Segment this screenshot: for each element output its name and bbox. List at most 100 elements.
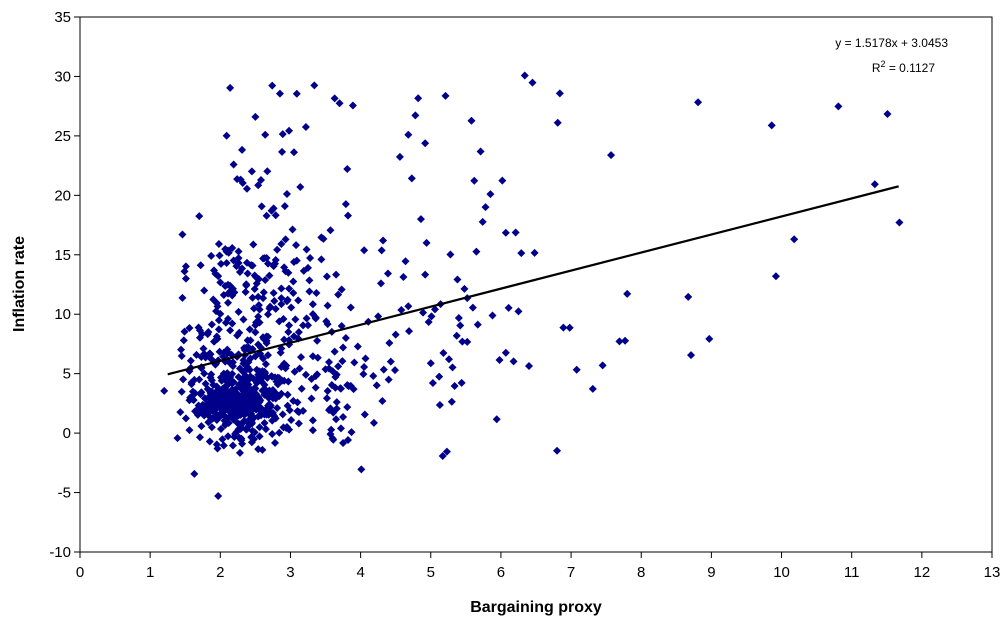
data-point <box>278 410 287 419</box>
data-point <box>359 370 368 379</box>
data-point <box>212 332 221 341</box>
data-point <box>264 351 273 360</box>
data-point <box>297 384 306 393</box>
data-point <box>239 315 248 324</box>
data-point <box>308 310 317 319</box>
data-point <box>207 251 216 260</box>
data-point <box>504 303 513 312</box>
data-point <box>486 190 495 199</box>
data-point <box>216 391 225 400</box>
data-point <box>295 364 304 373</box>
data-point <box>767 121 776 130</box>
data-point <box>442 447 451 456</box>
data-point <box>421 139 430 148</box>
data-point <box>271 414 280 423</box>
data-point <box>207 320 216 329</box>
data-point <box>262 336 271 345</box>
data-point <box>311 383 320 392</box>
data-point <box>458 337 467 346</box>
data-point <box>249 304 258 313</box>
data-point <box>353 342 362 351</box>
data-point <box>272 377 281 386</box>
data-point <box>343 403 352 412</box>
data-point <box>322 272 331 281</box>
data-point <box>332 398 341 407</box>
data-point <box>190 375 199 384</box>
data-point <box>377 246 386 255</box>
data-point <box>553 118 562 127</box>
data-point <box>329 435 338 444</box>
trendline-equation: y = 1.5178x + 3.0453 <box>835 36 948 50</box>
data-point <box>247 167 256 176</box>
data-point <box>305 276 314 285</box>
data-point <box>235 397 244 406</box>
data-point <box>200 286 209 295</box>
data-point <box>208 414 217 423</box>
data-point <box>289 289 298 298</box>
data-point <box>289 396 298 405</box>
data-point <box>225 378 234 387</box>
data-point <box>588 384 597 393</box>
data-point <box>259 372 268 381</box>
data-point <box>267 206 276 215</box>
data-point <box>621 336 630 345</box>
data-point <box>251 328 260 337</box>
data-point <box>376 279 385 288</box>
data-point <box>212 299 221 308</box>
data-point <box>230 288 239 297</box>
data-point <box>196 261 205 270</box>
data-point <box>281 235 290 244</box>
data-point <box>241 371 250 380</box>
data-point <box>790 235 799 244</box>
data-point <box>181 262 190 271</box>
data-point <box>687 351 696 360</box>
data-point <box>178 293 187 302</box>
scatter-points <box>160 71 904 501</box>
data-point <box>181 414 190 423</box>
data-point <box>598 361 607 370</box>
data-point <box>257 202 266 211</box>
data-point <box>288 225 297 234</box>
data-point <box>285 284 294 293</box>
data-point <box>325 358 334 367</box>
data-point <box>478 217 487 226</box>
data-point <box>215 347 224 356</box>
data-point <box>277 294 286 303</box>
r-squared-r: R <box>872 61 881 75</box>
data-point <box>419 308 428 317</box>
data-point <box>472 247 481 256</box>
data-point <box>185 324 194 333</box>
data-point <box>528 78 537 87</box>
data-point <box>206 350 215 359</box>
data-point <box>219 290 228 299</box>
data-point <box>895 218 904 227</box>
data-point <box>261 130 270 139</box>
data-point <box>214 325 223 334</box>
data-point <box>176 408 185 417</box>
data-point <box>222 386 231 395</box>
data-point <box>374 312 383 321</box>
data-point <box>347 428 356 437</box>
data-point <box>498 176 507 185</box>
data-point <box>178 230 187 239</box>
data-point <box>210 408 219 417</box>
data-point <box>572 365 581 374</box>
data-point <box>565 323 574 332</box>
data-point <box>248 293 257 302</box>
data-point <box>292 241 301 250</box>
data-point <box>327 380 336 389</box>
data-point <box>177 345 186 354</box>
data-point <box>422 238 431 247</box>
data-point <box>226 281 235 290</box>
data-point <box>234 254 243 263</box>
data-point <box>304 321 312 330</box>
data-point <box>222 347 231 356</box>
data-point <box>228 244 237 253</box>
x-tick-label: 5 <box>427 564 435 581</box>
data-point <box>203 409 212 418</box>
data-point <box>492 415 501 424</box>
data-point <box>397 305 406 314</box>
data-point <box>379 365 388 374</box>
data-point <box>229 160 238 169</box>
